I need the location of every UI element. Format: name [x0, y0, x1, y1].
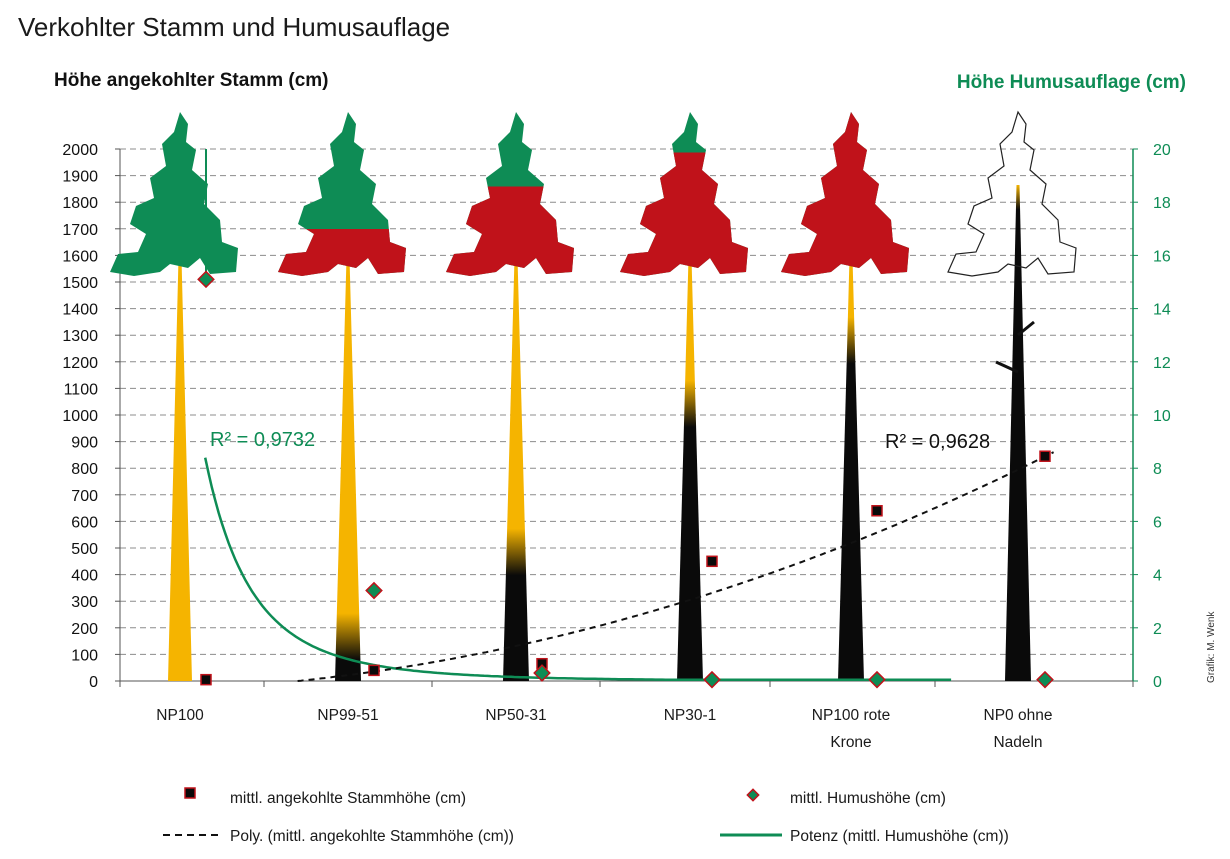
- y-tick-label-right: 20: [1153, 142, 1171, 159]
- tree-crown: [278, 112, 406, 276]
- legend-item-stem: mittl. angekohlte Stammhöhe (cm): [184, 787, 466, 807]
- credit-text: Grafik: M. Wenk: [1206, 611, 1217, 683]
- y-tick-label-right: 4: [1153, 568, 1162, 585]
- y-ticks-right: 0 2 4 6 8 10 12 14 16 18 20: [1133, 142, 1171, 691]
- category-label: NP100: [156, 707, 204, 724]
- y-tick-label-left: 800: [71, 461, 98, 478]
- y-tick-label-left: 500: [71, 541, 98, 558]
- y-tick-label-left: 1100: [64, 381, 99, 398]
- y-tick-label-left: 900: [71, 435, 98, 452]
- category-label: NP0 ohne: [984, 707, 1053, 724]
- data-markers: [197, 270, 1054, 689]
- category-label: NP30-1: [664, 707, 717, 724]
- category-labels: NP100 NP99-51 NP50-31 NP30-1 NP100 rote Krone…: [156, 707, 1052, 751]
- chart-title: Verkohlter Stamm und Humusauflage: [18, 12, 450, 42]
- humus-height-marker: [703, 670, 721, 689]
- stem-height-marker: [706, 555, 718, 568]
- branch-stub: [995, 360, 1019, 374]
- y-tick-label-right: 16: [1153, 248, 1171, 265]
- tree-trunk: [1005, 185, 1031, 681]
- y-tick-label-left: 1700: [62, 222, 98, 239]
- legend-square-icon: [184, 787, 196, 799]
- humus-height-marker: [533, 664, 551, 682]
- humus-height-marker: [365, 581, 383, 600]
- y-tick-label-left: 1200: [62, 355, 98, 372]
- tree-trunk: [168, 258, 192, 681]
- y-axis-title-left: Höhe angekohlter Stamm (cm): [54, 70, 329, 91]
- legend-label-poly: Poly. (mittl. angekohlte Stammhöhe (cm)): [230, 828, 514, 845]
- y-tick-label-right: 2: [1153, 621, 1162, 638]
- humus-height-marker: [868, 670, 886, 689]
- legend-item-power: Potenz (mittl. Humushöhe (cm)): [720, 828, 1009, 845]
- tree-crown: [110, 112, 238, 276]
- legend-diamond-icon: [746, 788, 760, 802]
- y-tick-label-left: 700: [71, 488, 98, 505]
- y-tick-label-left: 1500: [62, 275, 98, 292]
- category-label: NP99-51: [317, 707, 378, 724]
- y-tick-label-right: 6: [1153, 514, 1162, 531]
- legend-item-humus: mittl. Humushöhe (cm): [746, 788, 946, 807]
- category-label: NP50-31: [485, 707, 546, 724]
- legend: mittl. angekohlte Stammhöhe (cm) mittl. …: [163, 787, 1009, 845]
- tree-crown: [620, 112, 748, 276]
- category-label-line2: Nadeln: [993, 734, 1042, 751]
- y-tick-label-left: 100: [71, 647, 98, 664]
- legend-item-poly: Poly. (mittl. angekohlte Stammhöhe (cm)): [163, 828, 514, 845]
- trendline-power-humus: [203, 457, 952, 681]
- y-tick-label-left: 400: [71, 568, 98, 585]
- y-tick-label-right: 10: [1153, 408, 1171, 425]
- y-tick-label-left: 1400: [62, 302, 98, 319]
- tree-crown: [446, 112, 574, 276]
- y-tick-label-left: 2000: [62, 142, 98, 159]
- y-tick-label-left: 200: [71, 621, 98, 638]
- tree-crown-outline: [947, 110, 1077, 277]
- r2-label-stem: R² = 0,9628: [885, 431, 990, 453]
- r2-label-humus: R² = 0,9732: [210, 429, 315, 451]
- stem-height-marker: [871, 505, 883, 517]
- y-tick-label-right: 0: [1153, 674, 1162, 691]
- y-tick-label-right: 8: [1153, 461, 1162, 478]
- gridlines: [120, 148, 1133, 655]
- trendlines: [203, 149, 1055, 682]
- branch-stub: [1017, 320, 1035, 337]
- tree-trunk: [335, 258, 361, 681]
- stem-height-marker: [1039, 450, 1051, 462]
- humus-height-marker: [1036, 670, 1054, 689]
- y-axis-title-right: Höhe Humusauflage (cm): [957, 72, 1186, 93]
- y-tick-label-right: 12: [1153, 355, 1171, 372]
- axes: [119, 149, 1134, 687]
- legend-label-humus: mittl. Humushöhe (cm): [790, 790, 946, 807]
- tree-trunk: [677, 258, 703, 681]
- stem-height-marker: [200, 673, 212, 686]
- y-tick-label-left: 1900: [62, 169, 98, 186]
- y-tick-label-left: 1600: [62, 248, 98, 265]
- legend-label-power: Potenz (mittl. Humushöhe (cm)): [790, 828, 1009, 845]
- y-tick-label-right: 14: [1153, 302, 1171, 319]
- tree-trunk: [503, 258, 529, 681]
- tree-crown: [781, 112, 909, 276]
- stem-height-marker: [368, 664, 380, 677]
- y-tick-label-left: 1000: [62, 408, 98, 425]
- y-tick-label-left: 600: [71, 514, 98, 531]
- tree-trunk: [838, 258, 864, 681]
- y-tick-label-left: 1300: [62, 328, 98, 345]
- y-tick-label-right: 18: [1153, 195, 1171, 212]
- category-label-line2: Krone: [830, 734, 871, 751]
- trendline-poly-stem: [297, 451, 1055, 682]
- y-tick-label-left: 300: [71, 594, 98, 611]
- y-ticks-left: 0 100 200 300 400 500 600 700 800 900 1000 1100 1200…: [62, 142, 120, 691]
- tree-illustrations: [110, 110, 1077, 681]
- y-tick-label-left: 1800: [62, 195, 98, 212]
- y-tick-label-left: 0: [89, 674, 98, 691]
- category-label: NP100 rote: [812, 707, 890, 724]
- humus-height-marker: [197, 270, 215, 289]
- legend-label-stem: mittl. angekohlte Stammhöhe (cm): [230, 790, 466, 807]
